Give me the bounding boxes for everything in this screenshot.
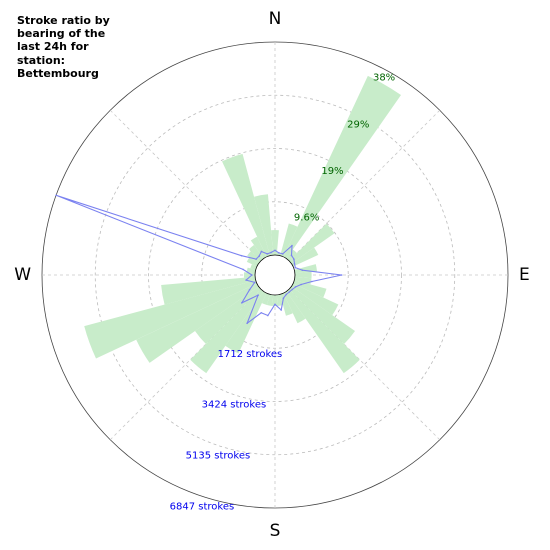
stroke-point-30 <box>291 244 293 247</box>
ratio-bar-270 <box>243 272 256 278</box>
polar-grid <box>41 41 509 509</box>
stroke-point-230 <box>241 302 243 304</box>
chart-labels: N E S W 9.6% 19% 29% 38% 1712 strokes 3424 stroke… <box>14 9 530 541</box>
stroke-point-180 <box>274 303 276 306</box>
stroke-point-310 <box>255 258 257 260</box>
stroke-tick-label: 6847 strokes <box>170 501 235 512</box>
stroke-point-70 <box>294 266 297 269</box>
stroke-point-240 <box>248 288 251 291</box>
stroke-point-290 <box>55 194 57 197</box>
ratio-bar-130 <box>289 286 355 345</box>
chart-title: Stroke ratio by bearing of the last 24h … <box>17 14 110 80</box>
ratio-tick-label: 9.6% <box>294 212 319 223</box>
stroke-point-110 <box>300 283 302 286</box>
ratio-bar-280 <box>246 267 256 274</box>
stroke-point-100 <box>311 280 313 283</box>
stroke-point-260 <box>245 279 247 281</box>
ratio-tick-label: 19% <box>321 166 343 177</box>
cardinal-label-n: N <box>269 9 282 29</box>
stroke-point-200 <box>260 311 263 314</box>
stroke-point-170 <box>280 309 282 311</box>
stroke-point-20 <box>281 253 284 255</box>
stroke-point-190 <box>267 314 269 317</box>
stroke-point-320 <box>258 255 260 257</box>
ratio-bar-140 <box>286 289 360 374</box>
cardinal-label-w: W <box>14 265 31 285</box>
ratio-bar-210 <box>225 291 267 354</box>
ratio-bar-290 <box>250 264 257 270</box>
ratio-bar-120 <box>291 283 339 316</box>
ratio-bar-50 <box>289 223 335 264</box>
grid-ring-2 <box>148 148 402 402</box>
ratio-tick-label: 38% <box>373 73 395 84</box>
cardinal-label-e: E <box>519 265 530 285</box>
stroke-point-330 <box>260 250 263 253</box>
stroke-point-90 <box>340 274 343 276</box>
stroke-point-350 <box>270 251 272 254</box>
ratio-bar-240 <box>136 283 259 363</box>
ratio-bar-320 <box>249 244 264 261</box>
ratio-bar-60 <box>291 247 319 267</box>
stroke-point-50 <box>293 258 295 260</box>
stroke-point-340 <box>266 253 269 255</box>
ratio-bar-180 <box>272 294 278 307</box>
stroke-point-120 <box>294 286 297 288</box>
ratio-bar-350 <box>254 194 274 256</box>
stroke-point-0 <box>274 249 276 252</box>
stroke-point-220 <box>257 294 259 296</box>
stroke-point-150 <box>285 293 288 296</box>
ratio-bar-170 <box>276 294 284 306</box>
stroke-point-280 <box>242 268 244 271</box>
stroke-point-210 <box>246 322 248 325</box>
ratio-bar-250 <box>84 280 257 359</box>
grid-ring-3 <box>94 94 456 456</box>
ratio-bar-200 <box>261 293 270 306</box>
ratio-bar-90 <box>294 271 312 279</box>
ratio-bar-20 <box>280 223 298 257</box>
ratio-bar-330 <box>250 236 267 259</box>
ratio-bar-260 <box>161 276 256 305</box>
stroke-point-140 <box>288 291 291 293</box>
center-circle <box>254 254 296 296</box>
stroke-point-300 <box>240 254 243 257</box>
ratio-bar-310 <box>247 251 261 264</box>
ratio-bar-340 <box>222 153 270 257</box>
ratio-tick-label: 29% <box>347 119 369 130</box>
stroke-tick-label: 5135 strokes <box>186 450 251 461</box>
ratio-bar-30 <box>283 75 402 259</box>
stroke-point-130 <box>291 288 294 291</box>
ratio-bar-150 <box>283 291 306 324</box>
stroke-tick-label: 3424 strokes <box>202 400 267 411</box>
ratio-bar-300 <box>246 257 259 267</box>
ratio-bar-0 <box>271 230 279 256</box>
ratio-bar-220 <box>190 289 264 374</box>
stroke-point-40 <box>290 254 293 257</box>
stroke-point-160 <box>282 297 285 299</box>
ratio-bars <box>84 75 402 374</box>
stroke-point-80 <box>301 269 304 271</box>
stroke-line <box>55 194 343 325</box>
stroke-point-60 <box>293 262 296 265</box>
ratio-bar-190 <box>266 294 274 306</box>
cardinal-label-s: S <box>270 521 281 541</box>
ratio-bar-230 <box>195 286 261 345</box>
stroke-point-270 <box>251 274 253 276</box>
stroke-point-250 <box>253 281 256 284</box>
grid-ring-1 <box>201 201 349 349</box>
stroke-tick-label: 1712 strokes <box>218 349 283 360</box>
stroke-point-10 <box>278 252 280 254</box>
